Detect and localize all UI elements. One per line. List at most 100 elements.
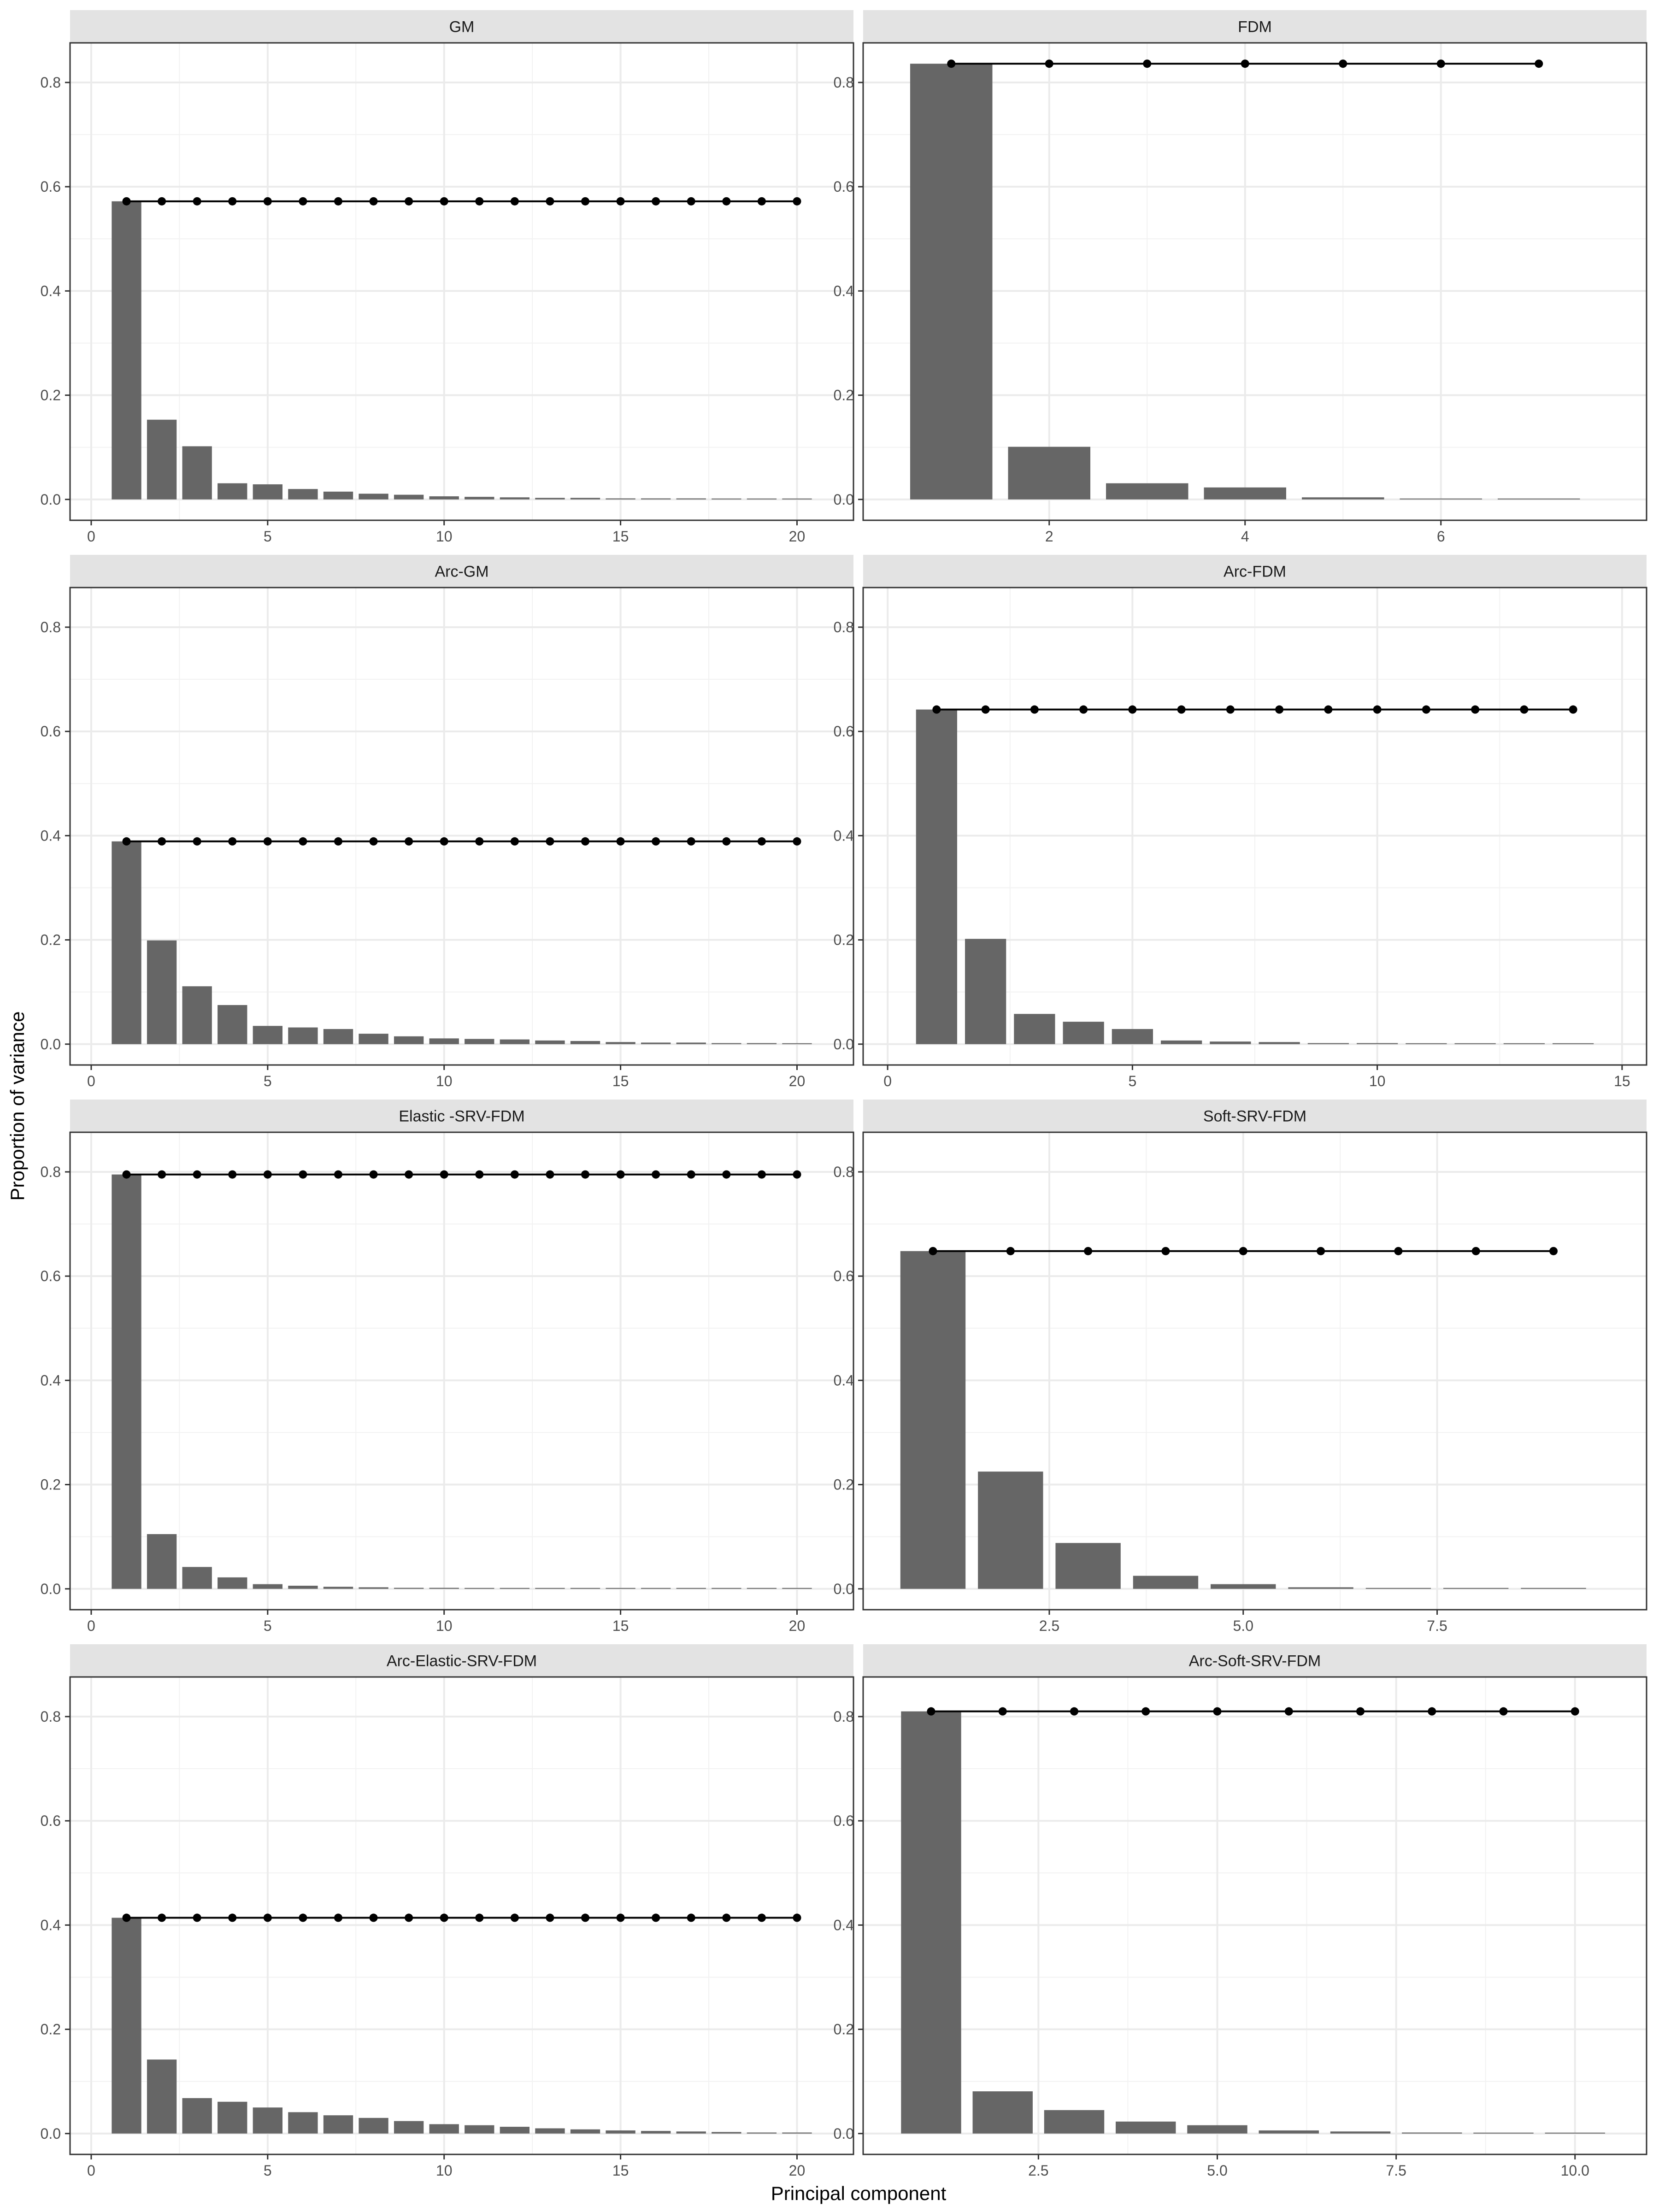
series-point bbox=[722, 197, 731, 206]
y-tick-label: 0.0 bbox=[834, 2125, 854, 2142]
bar bbox=[712, 1588, 741, 1589]
y-tick-label: 0.6 bbox=[41, 1268, 61, 1284]
facet-strip bbox=[70, 1100, 853, 1132]
bar bbox=[1161, 1040, 1202, 1044]
bar bbox=[218, 1577, 247, 1589]
bar bbox=[429, 2124, 459, 2134]
series-point bbox=[299, 1913, 307, 1922]
bar bbox=[747, 2132, 777, 2134]
bar bbox=[288, 489, 318, 500]
y-tick-label: 0.0 bbox=[834, 1581, 854, 1597]
x-tick-label: 7.5 bbox=[1386, 2162, 1406, 2179]
series-point bbox=[1499, 1707, 1508, 1716]
bar bbox=[465, 2125, 494, 2134]
y-tick-label: 0.4 bbox=[41, 1917, 61, 1933]
x-tick-label: 0 bbox=[87, 2162, 95, 2179]
bar bbox=[1055, 1543, 1121, 1589]
series-point bbox=[405, 1170, 413, 1179]
series-point bbox=[998, 1707, 1007, 1716]
bar bbox=[1330, 2131, 1391, 2134]
series-point bbox=[193, 1170, 201, 1179]
panel-border bbox=[69, 1676, 854, 2155]
x-tick-label: 10 bbox=[436, 528, 453, 545]
y-tick-label: 0.8 bbox=[834, 619, 854, 635]
bar bbox=[641, 1042, 671, 1044]
bar bbox=[606, 1588, 635, 1589]
bar bbox=[359, 2118, 388, 2134]
y-tick-label: 0.6 bbox=[834, 1268, 854, 1284]
bar bbox=[676, 498, 706, 500]
series-point bbox=[369, 1170, 378, 1179]
bar bbox=[359, 1034, 388, 1044]
panel-border bbox=[862, 1676, 1647, 2155]
bar bbox=[500, 497, 530, 500]
bar bbox=[465, 497, 494, 500]
y-tick-label: 0.8 bbox=[41, 619, 61, 635]
y-tick-label: 0.8 bbox=[41, 1708, 61, 1725]
series-point bbox=[1436, 59, 1445, 68]
bar bbox=[1443, 1588, 1509, 1589]
x-tick-label: 0 bbox=[883, 1073, 892, 1089]
x-tick-label: 15 bbox=[612, 2162, 629, 2179]
series-point bbox=[1141, 1707, 1150, 1716]
panel-7: Arc-Elastic-SRV-FDM 0.0 0.2 0.4 0.6 0.8 0 5 10 15… bbox=[41, 1644, 854, 2179]
series-point bbox=[1070, 1707, 1078, 1716]
series-point bbox=[440, 1913, 448, 1922]
bar bbox=[641, 2131, 671, 2134]
x-tick-label: 2.5 bbox=[1039, 1618, 1059, 1634]
series-point bbox=[616, 1913, 625, 1922]
x-tick-label: 15 bbox=[612, 1073, 629, 1089]
bar bbox=[606, 2130, 635, 2134]
facet-title: Arc-FDM bbox=[1224, 563, 1286, 581]
bar bbox=[1288, 1587, 1353, 1589]
bar bbox=[359, 494, 388, 500]
series-point bbox=[440, 837, 448, 846]
bar bbox=[323, 1587, 353, 1589]
bar bbox=[1187, 2125, 1247, 2134]
series-point bbox=[440, 197, 448, 206]
bar bbox=[712, 2132, 741, 2134]
series-point bbox=[757, 837, 766, 846]
bar bbox=[147, 2059, 177, 2134]
series-point bbox=[1284, 1707, 1293, 1716]
panel-border bbox=[862, 1131, 1647, 1611]
panel-6: Soft-SRV-FDM 0.0 0.2 0.4 0.6 0.8 2.5 5.0 7.5 bbox=[834, 1100, 1647, 1634]
bar bbox=[535, 498, 565, 500]
bar bbox=[182, 446, 212, 500]
series-point bbox=[263, 1913, 272, 1922]
bar bbox=[1307, 1043, 1349, 1044]
y-tick-label: 0.0 bbox=[41, 1036, 61, 1053]
y-tick-label: 0.8 bbox=[834, 1708, 854, 1725]
series-point bbox=[1422, 705, 1430, 714]
series-point bbox=[1030, 705, 1039, 714]
bar bbox=[1106, 483, 1188, 500]
series-point bbox=[722, 837, 731, 846]
series-point bbox=[405, 837, 413, 846]
bar bbox=[1365, 1588, 1431, 1589]
y-tick-label: 0.4 bbox=[834, 827, 854, 844]
series-point bbox=[475, 197, 484, 206]
series-point bbox=[1356, 1707, 1365, 1716]
x-tick-label: 15 bbox=[1614, 1073, 1630, 1089]
bar bbox=[1063, 1022, 1104, 1044]
series-point bbox=[616, 197, 625, 206]
bar bbox=[253, 1584, 282, 1589]
series-point bbox=[1428, 1707, 1436, 1716]
series-point bbox=[927, 1707, 935, 1716]
series-point bbox=[122, 197, 131, 206]
bar bbox=[147, 419, 177, 500]
bar bbox=[747, 1588, 777, 1589]
panel-4: Arc-FDM 0.0 0.2 0.4 0.6 0.8 0 5 10 15 bbox=[834, 555, 1647, 1089]
plot-area bbox=[863, 1677, 1647, 2154]
series-point bbox=[1520, 705, 1529, 714]
series-point bbox=[440, 1170, 448, 1179]
series-point bbox=[793, 1170, 801, 1179]
series-point bbox=[1535, 59, 1543, 68]
bar bbox=[1211, 1584, 1276, 1589]
x-tick-label: 5.0 bbox=[1207, 2162, 1227, 2179]
series-point bbox=[158, 197, 166, 206]
bar bbox=[1259, 2130, 1319, 2134]
bar bbox=[394, 2121, 424, 2134]
bar bbox=[910, 64, 993, 500]
bar bbox=[288, 1585, 318, 1589]
